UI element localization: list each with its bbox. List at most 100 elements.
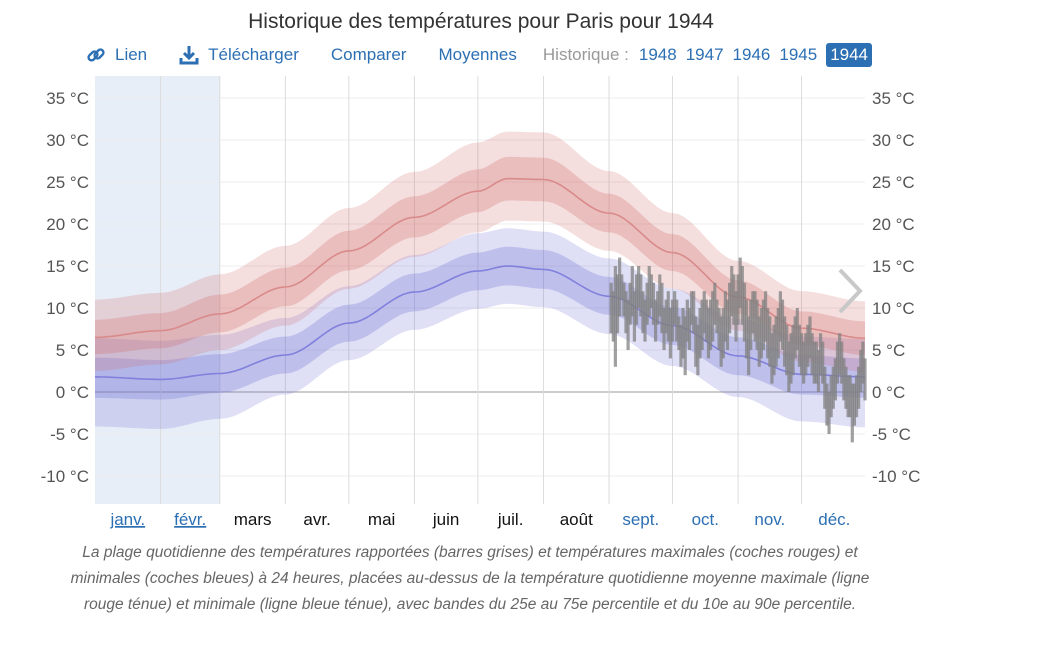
daily-range-bar bbox=[632, 291, 637, 342]
daily-range-bar bbox=[742, 282, 747, 342]
daily-range-bar bbox=[706, 308, 711, 359]
download-button[interactable]: Télécharger bbox=[179, 45, 299, 65]
y-tick-left: 5 °C bbox=[56, 341, 89, 360]
daily-range-bar bbox=[662, 308, 666, 350]
month-label-5: juin bbox=[432, 510, 459, 529]
daily-range-bar bbox=[634, 274, 639, 325]
daily-range-bar bbox=[770, 333, 774, 384]
y-tick-left: -5 °C bbox=[50, 425, 89, 444]
high-band-10-90 bbox=[95, 131, 865, 372]
averages-button[interactable]: Moyennes bbox=[438, 45, 517, 64]
y-tick-left: 30 °C bbox=[46, 131, 89, 150]
daily-range-bar bbox=[859, 350, 863, 392]
download-icon bbox=[179, 46, 199, 65]
daily-range-bar bbox=[808, 316, 812, 359]
daily-range-bar bbox=[766, 308, 770, 359]
daily-range-bar bbox=[618, 257, 622, 317]
daily-range-bar bbox=[816, 350, 821, 392]
daily-range-bar bbox=[749, 299, 753, 350]
daily-range-bar bbox=[620, 274, 624, 300]
daily-range-bar bbox=[698, 308, 702, 359]
daily-range-bar bbox=[827, 392, 831, 434]
y-tick-right: 0 °C bbox=[872, 383, 905, 402]
daily-range-bar bbox=[821, 341, 825, 384]
y-tick-left: 0 °C bbox=[56, 383, 89, 402]
daily-range-bar bbox=[708, 299, 713, 350]
daily-range-bar bbox=[831, 366, 835, 409]
daily-range-bar bbox=[852, 383, 857, 426]
daily-range-bar bbox=[681, 308, 685, 359]
daily-range-bar bbox=[772, 324, 776, 376]
daily-range-bar bbox=[641, 291, 645, 334]
daily-range-bar bbox=[658, 274, 662, 317]
daily-range-bar bbox=[622, 282, 626, 317]
year-1947-link[interactable]: 1947 bbox=[685, 45, 724, 64]
month-label-8[interactable]: sept. bbox=[622, 510, 659, 529]
y-tick-right: -10 °C bbox=[872, 467, 920, 486]
y-tick-right: 20 °C bbox=[872, 215, 915, 234]
daily-range-bar bbox=[717, 308, 721, 350]
y-tick-left: -10 °C bbox=[41, 467, 89, 486]
daily-range-bar bbox=[825, 383, 829, 426]
daily-range-bar bbox=[787, 341, 791, 392]
daily-range-bar bbox=[838, 333, 842, 376]
chart-title: Historique des températures pour Paris p… bbox=[248, 10, 714, 33]
daily-range-bar bbox=[850, 383, 854, 443]
daily-range-bar bbox=[643, 299, 647, 342]
month-label-1[interactable]: févr. bbox=[174, 510, 206, 529]
daily-range-bar bbox=[673, 291, 677, 325]
daily-range-bar bbox=[747, 316, 751, 376]
daily-range-bar bbox=[656, 291, 660, 325]
daily-range-bar bbox=[694, 316, 698, 367]
daily-range-bar bbox=[842, 358, 846, 401]
daily-range-bar bbox=[774, 316, 778, 367]
daily-range-bar bbox=[660, 282, 664, 334]
low-band-10-90 bbox=[95, 228, 865, 429]
daily-range-bar bbox=[840, 341, 844, 384]
year-1946-link[interactable]: 1946 bbox=[732, 45, 771, 64]
daily-range-bar bbox=[613, 266, 617, 367]
daily-range-bar bbox=[759, 308, 763, 359]
chart-toolbar: Lien Télécharger Comparer Moyennes Histo… bbox=[86, 42, 873, 68]
daily-range-bar bbox=[728, 282, 732, 334]
daily-range-bar bbox=[846, 375, 850, 418]
daily-range-bar bbox=[664, 299, 668, 334]
daily-range-bar bbox=[738, 257, 742, 308]
daily-range-bar bbox=[700, 299, 704, 350]
daily-range-bar bbox=[783, 316, 787, 367]
daily-range-bar bbox=[725, 299, 730, 350]
daily-range-bar bbox=[799, 333, 804, 376]
high-band-25-75 bbox=[95, 156, 865, 355]
download-label: Télécharger bbox=[208, 45, 299, 64]
year-1948-link[interactable]: 1948 bbox=[638, 45, 677, 64]
daily-range-bar bbox=[795, 308, 799, 350]
year-1944-active[interactable]: 1944 bbox=[826, 43, 873, 67]
shaded-month-1 bbox=[160, 76, 220, 504]
daily-range-bar bbox=[668, 308, 672, 359]
link-icon bbox=[87, 48, 105, 62]
daily-range-bar bbox=[736, 274, 740, 325]
month-label-0[interactable]: janv. bbox=[109, 510, 145, 529]
chart-caption: La plage quotidienne des températures ra… bbox=[70, 544, 870, 613]
daily-range-bar bbox=[814, 341, 818, 384]
link-label: Lien bbox=[115, 45, 148, 64]
compare-button[interactable]: Comparer bbox=[330, 45, 407, 64]
daily-range-bar bbox=[637, 266, 641, 308]
daily-range-bar bbox=[639, 274, 643, 317]
daily-range-bar bbox=[804, 333, 808, 376]
year-1945-link[interactable]: 1945 bbox=[779, 45, 818, 64]
daily-range-bar bbox=[683, 316, 687, 376]
daily-range-bar bbox=[609, 282, 613, 334]
month-label-9[interactable]: oct. bbox=[692, 510, 719, 529]
daily-range-bar bbox=[802, 341, 806, 384]
daily-range-bar bbox=[734, 291, 738, 342]
daily-range-bar bbox=[810, 333, 814, 376]
month-label-11[interactable]: déc. bbox=[818, 510, 850, 529]
month-label-10[interactable]: nov. bbox=[754, 510, 785, 529]
daily-range-bar bbox=[785, 324, 789, 376]
link-button[interactable]: Lien bbox=[86, 45, 147, 65]
daily-range-bar bbox=[753, 291, 757, 342]
chevron-right-icon[interactable] bbox=[838, 268, 863, 314]
daily-range-bar bbox=[647, 266, 651, 317]
daily-range-bar bbox=[829, 375, 833, 418]
